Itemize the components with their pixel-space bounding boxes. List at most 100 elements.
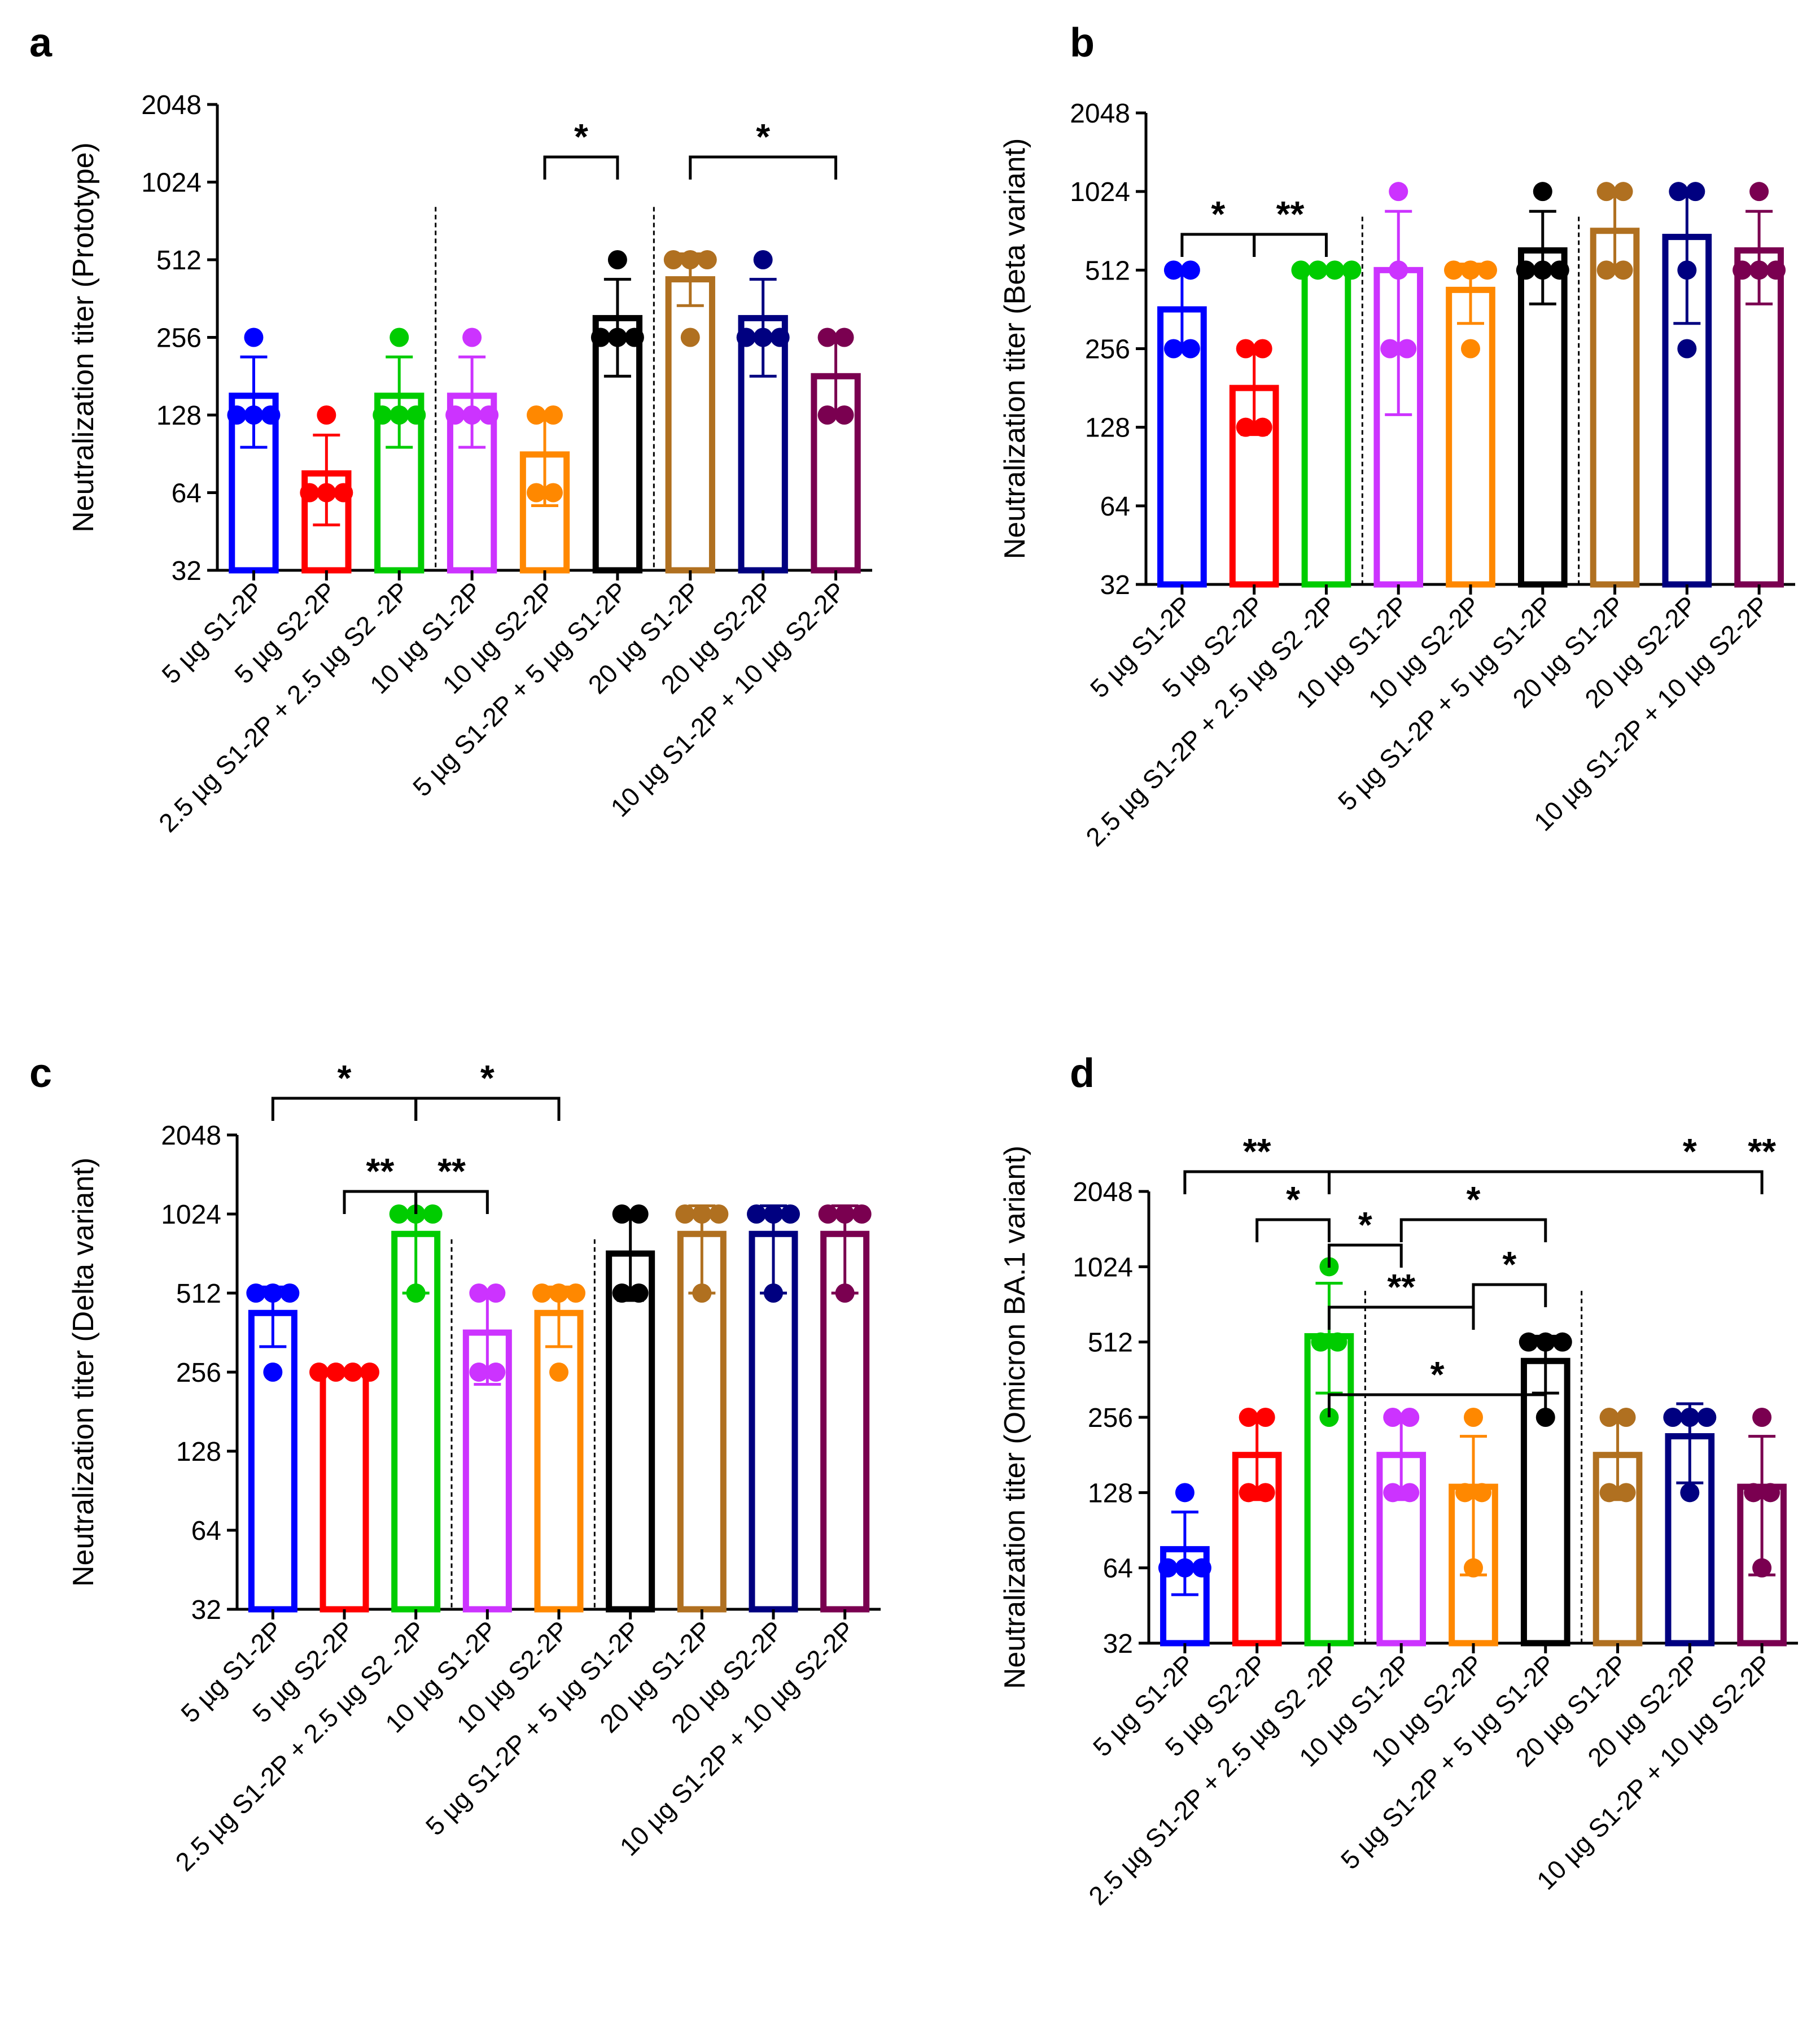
data-point [1389, 260, 1408, 280]
data-point [1383, 1408, 1403, 1427]
data-point [343, 1363, 362, 1382]
data-point [1255, 1408, 1275, 1427]
bar [534, 1309, 584, 1613]
y-tick-label: 512 [156, 246, 202, 276]
data-point [590, 328, 610, 347]
y-tick-label: 256 [1088, 1403, 1133, 1433]
data-point [817, 328, 837, 347]
data-point [1175, 1558, 1195, 1578]
data-point [1596, 182, 1616, 202]
y-axis-label: Neutralization titer (Omicron BA.1 varia… [999, 1146, 1031, 1689]
panel-letter: c [29, 1051, 52, 1096]
data-point [1697, 1408, 1717, 1427]
data-point [334, 483, 353, 503]
data-point [680, 328, 700, 347]
bar [1446, 286, 1495, 588]
data-point [629, 1283, 649, 1303]
panel-letter: b [1070, 20, 1095, 66]
data-point [607, 328, 627, 347]
data-point [1236, 339, 1255, 359]
significance-label: ** [1748, 1131, 1776, 1172]
data-point [818, 1204, 838, 1224]
significance-label: ** [366, 1151, 394, 1191]
data-point [1461, 339, 1480, 359]
chart-panel-b: b 32 64 128 256 512 1024 2048 Neutralization tit… [999, 20, 1795, 852]
data-point [1253, 417, 1272, 437]
data-point [549, 1363, 568, 1382]
chart-panel-a: a 32 64 128 256 512 1024 2048 Neutralization tit… [29, 20, 872, 838]
y-tick-label: 32 [1100, 570, 1130, 600]
y-tick-label: 64 [1103, 1554, 1133, 1584]
data-point [527, 405, 546, 425]
y-tick-label: 2048 [1073, 1177, 1133, 1207]
data-point [1192, 1558, 1211, 1578]
significance-bracket [543, 155, 619, 180]
data-point [709, 1204, 729, 1224]
data-point [227, 405, 247, 425]
significance-bracket [1183, 1170, 1331, 1194]
data-point [1766, 260, 1786, 280]
data-point [1677, 339, 1697, 359]
y-tick-label: 512 [1088, 1328, 1133, 1358]
data-point [770, 328, 790, 347]
significance-label: * [480, 1058, 495, 1098]
y-tick-label: 2048 [1070, 99, 1130, 129]
data-point [300, 483, 320, 503]
data-point [1680, 1408, 1700, 1427]
chart-panel-d: d 32 64 128 256 512 1024 2048 Neutralization tit… [999, 1051, 1798, 1911]
data-point [747, 1204, 766, 1224]
data-point [1163, 339, 1183, 359]
data-point [1180, 260, 1200, 280]
significance-label: ** [438, 1151, 466, 1191]
data-point [326, 1363, 345, 1382]
data-point [834, 405, 854, 425]
data-point [1455, 1483, 1475, 1503]
significance-label: ** [1276, 194, 1305, 234]
data-point [1733, 260, 1752, 280]
panel-letter: a [29, 20, 53, 66]
y-tick-label: 64 [191, 1516, 221, 1546]
y-tick-label: 256 [156, 324, 202, 353]
data-point [1472, 1483, 1491, 1503]
data-point [1328, 1332, 1348, 1352]
data-point [629, 1204, 649, 1224]
data-point [486, 1363, 506, 1382]
bar [665, 276, 715, 574]
data-point [1255, 1483, 1275, 1503]
data-point [1516, 260, 1535, 280]
data-point [1397, 339, 1417, 359]
data-point [1239, 1408, 1258, 1427]
significance-bracket [1327, 1170, 1764, 1194]
y-tick-label: 128 [156, 401, 202, 431]
data-point [1253, 339, 1272, 359]
data-point [1464, 1558, 1483, 1578]
significance-bracket [1327, 1243, 1403, 1268]
significance-label: * [1502, 1244, 1516, 1285]
data-point [781, 1204, 800, 1224]
data-point [1163, 260, 1183, 280]
significance-bracket [1180, 233, 1256, 257]
y-axis-label: Neutralization titer (Prototype) [67, 142, 100, 532]
data-point [549, 1283, 568, 1303]
data-point [1599, 1408, 1619, 1427]
bar [320, 1369, 369, 1613]
data-point [1175, 1483, 1195, 1503]
significance-bracket [1327, 1393, 1547, 1417]
data-point [1669, 182, 1688, 202]
data-point [1342, 260, 1362, 280]
data-point [1533, 182, 1552, 202]
data-point [261, 405, 281, 425]
significance-label: * [1430, 1354, 1445, 1395]
data-point [1236, 417, 1255, 437]
significance-bracket [1255, 1218, 1331, 1242]
data-point [612, 1283, 632, 1303]
data-point [309, 1363, 329, 1382]
data-point [406, 1283, 426, 1303]
data-point [544, 405, 563, 425]
data-point [1550, 260, 1569, 280]
data-point [1311, 1332, 1331, 1352]
y-tick-label: 128 [1085, 413, 1130, 443]
y-tick-label: 512 [1085, 256, 1130, 286]
data-point [1389, 182, 1408, 202]
